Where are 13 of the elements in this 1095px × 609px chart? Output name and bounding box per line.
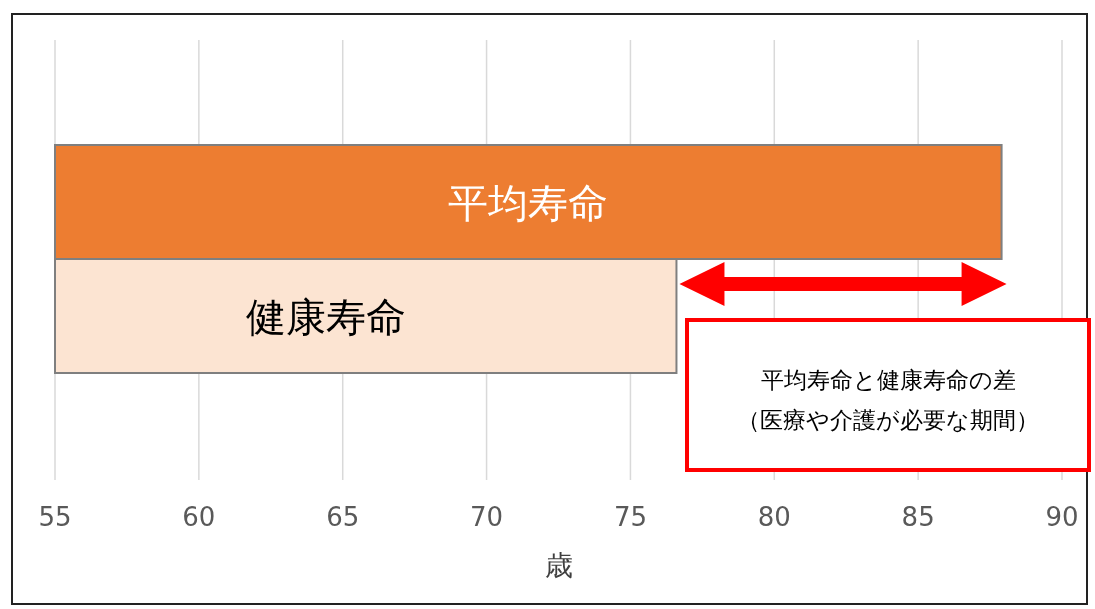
- x-axis-title: 歳: [544, 549, 573, 582]
- x-tick-label: 55: [38, 502, 72, 532]
- x-tick-label: 80: [757, 502, 791, 532]
- y-tick-label: 健康寿命: [245, 294, 406, 340]
- annotation: 平均寿命と健康寿命の差: [760, 367, 1016, 393]
- y-tick-label: 平均寿命: [448, 180, 609, 226]
- x-tick-label: 60: [182, 502, 216, 532]
- x-tick-label: 65: [326, 502, 360, 532]
- x-tick-label: 85: [901, 502, 935, 532]
- x-tick-label: 75: [613, 502, 647, 532]
- annotation: （医療や介護が必要な期間）: [737, 407, 1039, 433]
- x-tick-label: 70: [470, 502, 504, 532]
- x-tick-label: 90: [1045, 502, 1079, 532]
